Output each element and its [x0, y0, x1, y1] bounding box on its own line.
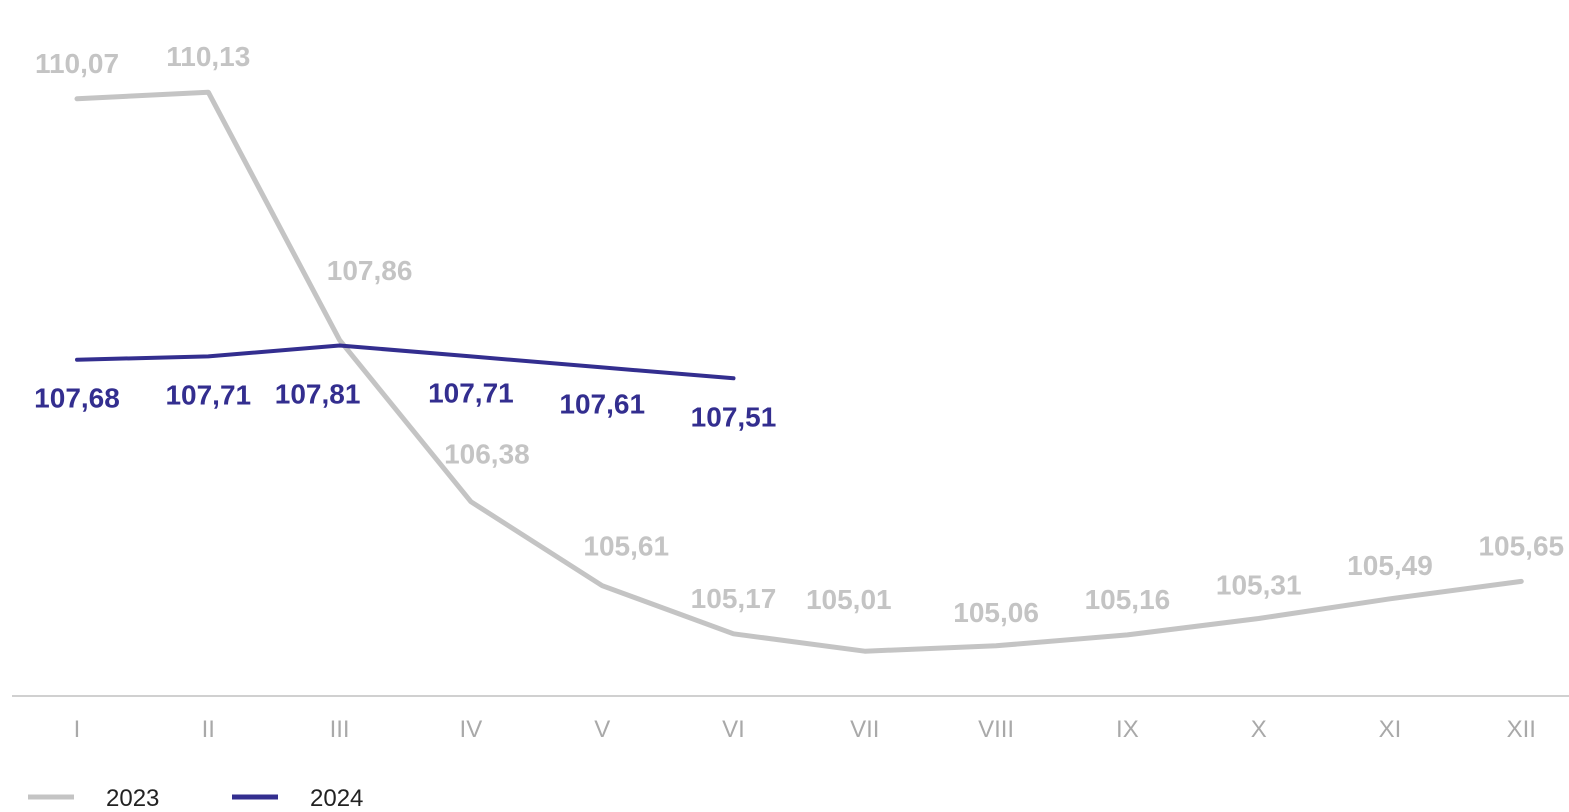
- data-label-2023-VI: 105,17: [691, 583, 777, 614]
- x-tick-X: X: [1251, 716, 1267, 743]
- series-line-2023: [74, 89, 1524, 654]
- series-layer: [74, 89, 1524, 654]
- x-tick-XII: XII: [1507, 716, 1536, 743]
- data-label-2023-III: 107,86: [327, 255, 413, 286]
- x-tick-VI: VI: [722, 716, 745, 743]
- legend: 2023 2024: [28, 785, 363, 812]
- data-label-2023-XII: 105,65: [1478, 530, 1564, 561]
- series-line-2024: [75, 343, 736, 381]
- data-label-2024-IV: 107,71: [428, 377, 514, 408]
- x-tick-IX: IX: [1116, 716, 1139, 743]
- data-label-2023-X: 105,31: [1216, 569, 1302, 600]
- data-label-2023-XI: 105,49: [1347, 550, 1433, 581]
- data-label-2024-V: 107,61: [559, 388, 645, 419]
- data-label-2024-VI: 107,51: [691, 401, 777, 432]
- data-label-layer: 110,07 110,13 107,86 106,38 105,61 105,17 105,…: [34, 41, 1564, 628]
- x-tick-VII: VII: [850, 716, 879, 743]
- data-label-2023-I: 110,07: [35, 48, 119, 79]
- data-label-2023-II: 110,13: [166, 41, 250, 72]
- x-tick-III: III: [330, 716, 350, 743]
- legend-label-2023: 2023: [106, 785, 159, 812]
- data-label-2023-IV: 106,38: [444, 439, 530, 470]
- x-tick-IV: IV: [460, 716, 483, 743]
- x-tick-II: II: [202, 716, 215, 743]
- legend-label-2024: 2024: [310, 785, 363, 812]
- x-tick-V: V: [594, 716, 610, 743]
- data-label-2023-IX: 105,16: [1085, 584, 1171, 615]
- data-label-2023-V: 105,61: [583, 531, 669, 562]
- data-label-2023-VII: 105,01: [806, 584, 892, 615]
- data-label-2024-I: 107,68: [34, 383, 120, 414]
- data-label-2024-III: 107,81: [275, 379, 361, 410]
- x-tick-XI: XI: [1379, 716, 1402, 743]
- x-tick-I: I: [74, 716, 81, 743]
- data-label-2024-II: 107,71: [165, 379, 251, 410]
- x-tick-labels: I II III IV V VI VII VIII IX X XI XII: [74, 716, 1536, 743]
- x-tick-VIII: VIII: [978, 716, 1014, 743]
- data-label-2023-VIII: 105,06: [953, 597, 1039, 628]
